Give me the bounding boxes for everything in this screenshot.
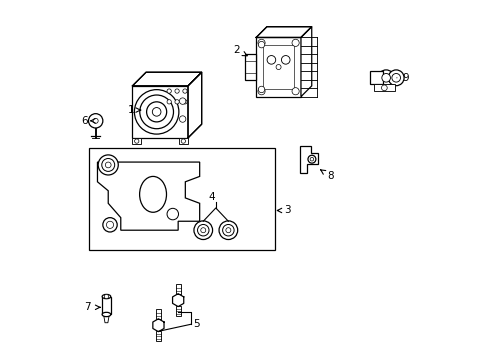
Bar bbox=[175, 284, 180, 294]
Ellipse shape bbox=[139, 176, 166, 212]
Circle shape bbox=[167, 100, 171, 104]
Circle shape bbox=[222, 225, 234, 236]
Ellipse shape bbox=[102, 312, 110, 317]
Circle shape bbox=[219, 221, 237, 239]
Circle shape bbox=[181, 139, 185, 143]
Circle shape bbox=[281, 55, 289, 64]
Text: 9: 9 bbox=[402, 73, 408, 83]
Circle shape bbox=[134, 139, 139, 143]
Bar bbox=[175, 306, 180, 316]
Circle shape bbox=[309, 157, 313, 161]
Bar bbox=[373, 84, 394, 91]
Circle shape bbox=[183, 100, 187, 104]
Circle shape bbox=[378, 70, 393, 86]
Bar bbox=[263, 45, 293, 89]
Polygon shape bbox=[187, 72, 201, 138]
Text: 5: 5 bbox=[192, 319, 199, 329]
Circle shape bbox=[146, 102, 166, 122]
Circle shape bbox=[258, 86, 264, 93]
Circle shape bbox=[140, 95, 173, 129]
Circle shape bbox=[175, 100, 179, 104]
Circle shape bbox=[258, 87, 264, 95]
Circle shape bbox=[167, 89, 171, 93]
Bar bbox=[156, 331, 161, 341]
Circle shape bbox=[152, 108, 161, 116]
Circle shape bbox=[266, 55, 275, 64]
Circle shape bbox=[307, 155, 315, 163]
Circle shape bbox=[258, 41, 264, 48]
Ellipse shape bbox=[102, 294, 110, 299]
Circle shape bbox=[93, 118, 98, 123]
Polygon shape bbox=[153, 319, 163, 332]
Circle shape bbox=[104, 294, 108, 299]
Text: 8: 8 bbox=[326, 171, 333, 181]
Text: 4: 4 bbox=[208, 192, 214, 202]
Circle shape bbox=[88, 114, 102, 128]
Text: 2: 2 bbox=[233, 45, 240, 55]
Circle shape bbox=[167, 208, 178, 220]
Polygon shape bbox=[132, 72, 201, 86]
Circle shape bbox=[134, 90, 179, 134]
Circle shape bbox=[179, 98, 185, 104]
Circle shape bbox=[106, 221, 113, 228]
Circle shape bbox=[225, 228, 230, 233]
Circle shape bbox=[175, 89, 179, 93]
Circle shape bbox=[258, 39, 264, 46]
Bar bbox=[102, 297, 110, 315]
Bar bbox=[179, 138, 188, 144]
Circle shape bbox=[183, 89, 187, 93]
Circle shape bbox=[381, 73, 389, 82]
Polygon shape bbox=[256, 27, 311, 37]
Circle shape bbox=[179, 116, 185, 122]
Polygon shape bbox=[172, 294, 183, 307]
Polygon shape bbox=[301, 27, 311, 96]
Circle shape bbox=[381, 85, 386, 91]
Circle shape bbox=[194, 221, 212, 239]
Circle shape bbox=[105, 162, 111, 168]
Bar bbox=[256, 37, 301, 96]
Circle shape bbox=[276, 64, 281, 69]
Circle shape bbox=[291, 39, 299, 46]
Circle shape bbox=[391, 73, 400, 82]
Circle shape bbox=[102, 218, 117, 232]
Bar bbox=[88, 148, 274, 250]
Circle shape bbox=[201, 228, 205, 233]
Text: 3: 3 bbox=[284, 206, 290, 216]
Circle shape bbox=[102, 158, 115, 171]
Text: 1: 1 bbox=[128, 105, 135, 115]
Circle shape bbox=[291, 87, 299, 95]
Polygon shape bbox=[300, 146, 317, 173]
Text: 6: 6 bbox=[81, 116, 88, 126]
Bar bbox=[245, 54, 256, 80]
Polygon shape bbox=[97, 162, 199, 230]
Circle shape bbox=[387, 70, 403, 86]
Text: 7: 7 bbox=[84, 302, 91, 312]
Bar bbox=[132, 86, 187, 138]
Circle shape bbox=[98, 155, 118, 175]
Circle shape bbox=[197, 225, 208, 236]
Bar bbox=[132, 138, 141, 144]
Bar bbox=[156, 310, 161, 319]
Bar bbox=[369, 71, 382, 84]
